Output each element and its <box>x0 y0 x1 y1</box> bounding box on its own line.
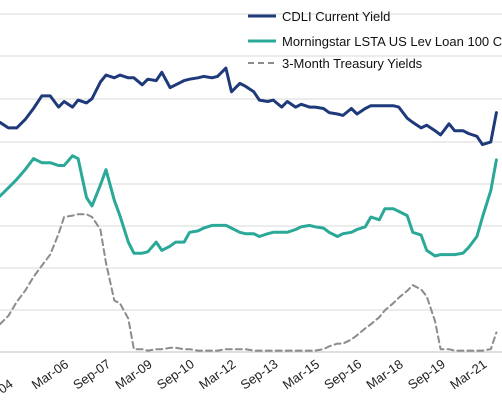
x-tick-label: Sep-19 <box>405 356 448 392</box>
legend-label-1: CDLI Current Yield <box>282 9 390 24</box>
legend-label-3: 3-Month Treasury Yields <box>282 56 423 71</box>
x-tick-label: Mar-21 <box>447 356 489 392</box>
x-tick-label: Mar-18 <box>363 356 405 392</box>
x-tick-label-partial: 04 <box>0 376 16 397</box>
x-tick-label: Sep-10 <box>154 356 197 392</box>
x-tick-label: Mar-12 <box>196 356 238 392</box>
series-line-1 <box>0 66 498 147</box>
x-tick-label: Mar-09 <box>112 356 154 392</box>
x-tick-label: Sep-07 <box>70 356 113 392</box>
x-tick-label: Sep-13 <box>238 356 281 392</box>
x-axis: Mar-06 Sep-07 Mar-09 Sep-10 Mar-12 Sep-13 Mar-… <box>0 351 502 397</box>
legend: CDLI Current Yield Morningstar LSTA US Le… <box>248 9 502 71</box>
x-tick-label: Sep-16 <box>321 356 364 392</box>
series-line-2 <box>0 154 498 258</box>
x-tick-label: Mar-06 <box>29 356 71 392</box>
gridlines <box>0 13 502 311</box>
series-layer <box>0 66 498 352</box>
x-tick-label: Mar-15 <box>280 356 322 392</box>
legend-label-2: Morningstar LSTA US Lev Loan 100 C <box>282 34 502 49</box>
series-line-3 <box>0 213 498 352</box>
